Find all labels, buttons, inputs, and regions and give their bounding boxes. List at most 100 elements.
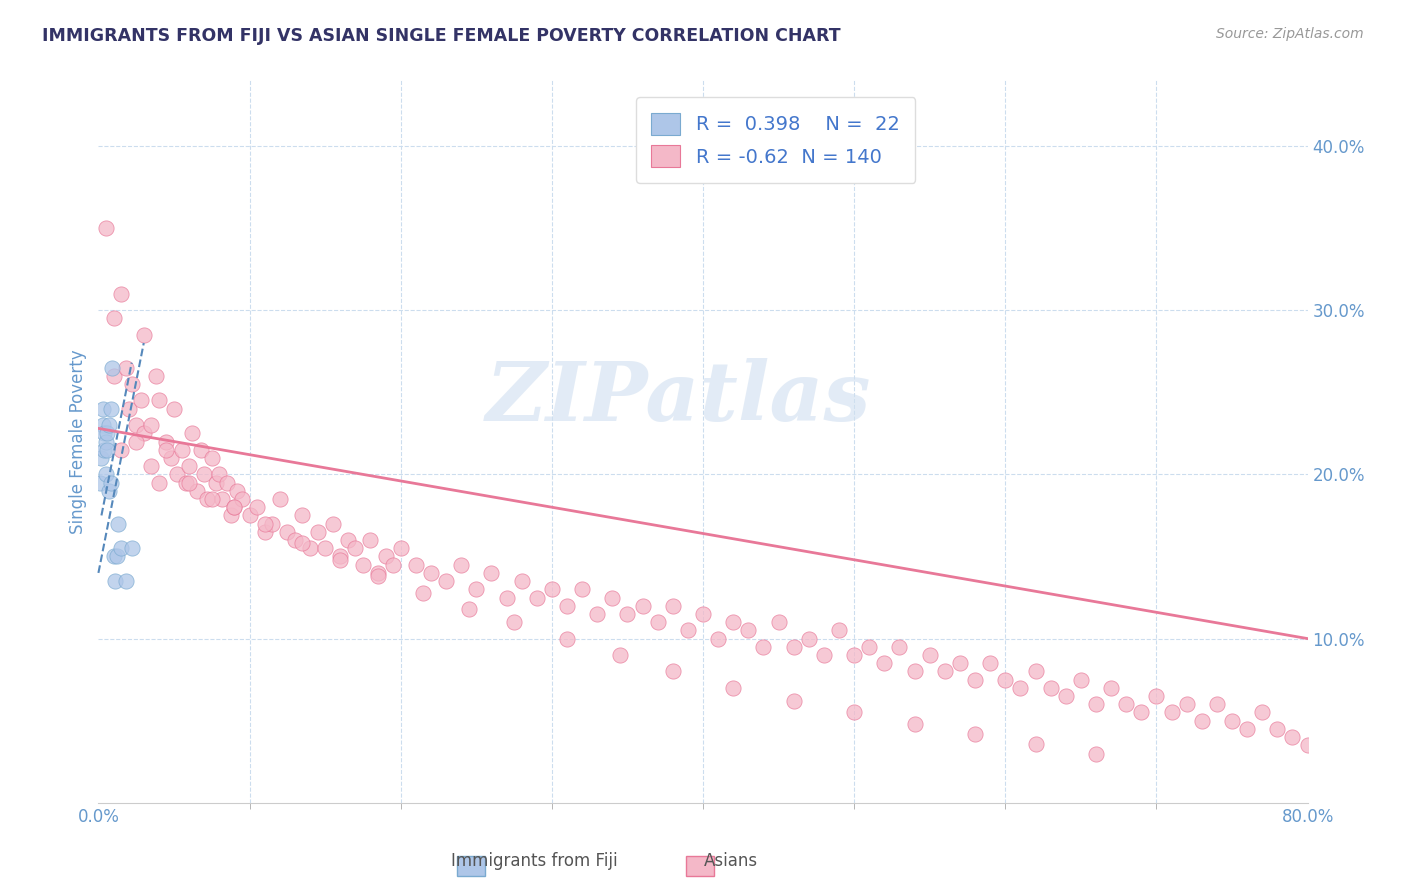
- Point: [239, 508, 262, 523]
- Point: [450, 558, 472, 572]
- Point: [221, 508, 243, 523]
- Point: [495, 591, 517, 605]
- Point: [723, 615, 745, 630]
- Text: ZIPatlas: ZIPatlas: [486, 359, 872, 438]
- Point: [262, 516, 284, 531]
- Point: [510, 574, 533, 588]
- Point: [994, 673, 1017, 687]
- Point: [1024, 665, 1046, 679]
- Point: [661, 599, 683, 613]
- Point: [367, 566, 389, 580]
- Point: [93, 426, 115, 441]
- Point: [145, 368, 167, 383]
- Point: [828, 624, 851, 638]
- Point: [367, 569, 389, 583]
- Point: [91, 401, 114, 416]
- Point: [118, 401, 141, 416]
- Point: [186, 483, 208, 498]
- Point: [94, 434, 117, 449]
- Point: [181, 426, 204, 441]
- Point: [114, 360, 136, 375]
- Point: [104, 574, 127, 588]
- Point: [965, 727, 987, 741]
- Point: [813, 648, 835, 662]
- Point: [224, 500, 246, 515]
- Point: [329, 553, 352, 567]
- Point: [457, 602, 479, 616]
- Legend: R =  0.398    N =  22, R = -0.62  N = 140: R = 0.398 N = 22, R = -0.62 N = 140: [636, 97, 915, 183]
- Point: [121, 377, 143, 392]
- Point: [205, 475, 228, 490]
- Point: [1236, 722, 1258, 736]
- Point: [195, 491, 218, 506]
- Point: [1070, 673, 1092, 687]
- Point: [434, 574, 457, 588]
- Point: [179, 459, 201, 474]
- Text: Source: ZipAtlas.com: Source: ZipAtlas.com: [1216, 27, 1364, 41]
- Point: [1296, 739, 1319, 753]
- Point: [1175, 698, 1198, 712]
- Point: [179, 475, 201, 490]
- Point: [526, 591, 548, 605]
- Point: [737, 624, 759, 638]
- Point: [1039, 681, 1062, 695]
- Point: [336, 533, 359, 547]
- Point: [783, 694, 806, 708]
- Point: [201, 491, 224, 506]
- Point: [844, 648, 866, 662]
- Point: [571, 582, 593, 597]
- Point: [555, 599, 578, 613]
- Point: [1010, 681, 1032, 695]
- Point: [114, 574, 136, 588]
- Point: [555, 632, 578, 646]
- Point: [389, 541, 412, 556]
- Point: [105, 549, 128, 564]
- Point: [889, 640, 911, 654]
- Y-axis label: Single Female Poverty: Single Female Poverty: [69, 350, 87, 533]
- Point: [208, 467, 231, 482]
- Point: [1085, 698, 1108, 712]
- Point: [110, 286, 132, 301]
- Point: [1115, 698, 1137, 712]
- Point: [141, 418, 163, 433]
- Point: [110, 442, 132, 457]
- Point: [155, 442, 177, 457]
- Point: [1144, 689, 1167, 703]
- Point: [329, 549, 352, 564]
- Point: [96, 442, 118, 457]
- Point: [676, 624, 699, 638]
- Point: [934, 665, 956, 679]
- Point: [253, 516, 276, 531]
- Point: [132, 327, 155, 342]
- Point: [276, 524, 298, 539]
- Point: [1191, 714, 1213, 728]
- Text: Immigrants from Fiji: Immigrants from Fiji: [451, 852, 617, 870]
- Point: [201, 450, 224, 465]
- Point: [215, 475, 238, 490]
- Point: [420, 566, 443, 580]
- Point: [1054, 689, 1077, 703]
- Point: [132, 426, 155, 441]
- Point: [602, 591, 624, 605]
- Point: [858, 640, 880, 654]
- Point: [211, 491, 233, 506]
- Point: [98, 483, 121, 498]
- Point: [284, 533, 307, 547]
- Point: [360, 533, 382, 547]
- Point: [844, 706, 866, 720]
- Point: [586, 607, 609, 621]
- Point: [107, 516, 129, 531]
- Point: [148, 393, 170, 408]
- Point: [125, 434, 148, 449]
- Point: [226, 483, 249, 498]
- Point: [269, 491, 291, 506]
- Point: [291, 508, 314, 523]
- Point: [465, 582, 488, 597]
- Point: [661, 665, 683, 679]
- Point: [170, 442, 193, 457]
- Point: [322, 516, 344, 531]
- Point: [103, 368, 125, 383]
- Point: [723, 681, 745, 695]
- Point: [797, 632, 820, 646]
- Point: [692, 607, 714, 621]
